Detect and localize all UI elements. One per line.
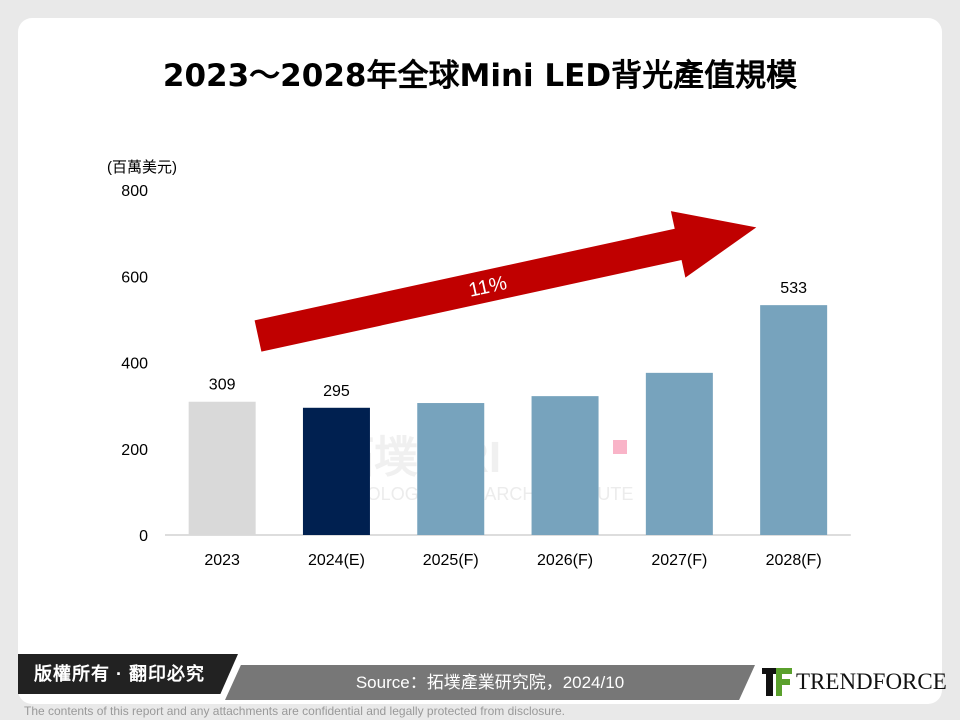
bar-2024(E): [302, 407, 370, 535]
x-tick-label: 2024(E): [308, 552, 365, 569]
bar-2025(F): [417, 403, 485, 535]
y-tick-label: 200: [121, 442, 148, 459]
bar-2026(F): [531, 396, 599, 535]
y-tick-label: 600: [121, 269, 148, 286]
data-label: 295: [323, 383, 350, 400]
bar-2027(F): [645, 372, 713, 535]
x-tick-label: 2026(F): [537, 552, 593, 569]
chart-title: 2023～2028年全球Mini LED背光產值規模: [162, 58, 798, 94]
x-tick-label: 2028(F): [766, 552, 822, 569]
trendforce-logo: TRENDFORCE: [762, 668, 947, 696]
y-tick-label: 800: [121, 183, 148, 200]
growth-arrow: 11%: [254, 211, 757, 352]
logo-text: TRENDFORCE: [796, 669, 947, 694]
x-tick-label: 2027(F): [651, 552, 707, 569]
y-axis-unit: (百萬美元): [107, 159, 177, 176]
bar-2023: [188, 401, 256, 535]
disclaimer: The contents of this report and any atta…: [24, 704, 565, 718]
y-tick-label: 0: [139, 528, 148, 545]
y-tick-label: 400: [121, 356, 148, 373]
watermark-dot: [613, 440, 627, 454]
growth-arrow-shape: [254, 211, 757, 352]
data-label: 533: [780, 280, 807, 297]
copyright-banner: 版權所有 · 翻印必究: [18, 654, 238, 694]
source-banner: Source：拓墣產業研究院，2024/10: [225, 665, 755, 700]
x-tick-label: 2025(F): [423, 552, 479, 569]
data-label: 309: [209, 377, 236, 394]
x-tick-label: 2023: [204, 552, 240, 569]
bar-2028(F): [760, 305, 828, 535]
trendforce-logo-icon: [762, 668, 792, 696]
